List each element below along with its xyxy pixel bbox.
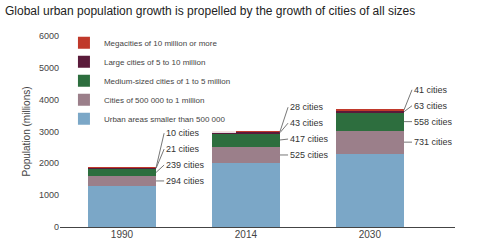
- svg-text:43 cities: 43 cities: [290, 118, 324, 128]
- svg-text:3000: 3000: [39, 127, 59, 137]
- svg-text:4000: 4000: [39, 95, 59, 105]
- svg-text:1990: 1990: [111, 229, 134, 240]
- svg-text:2000: 2000: [39, 158, 59, 168]
- svg-text:Megacities of 10 million or mo: Megacities of 10 million or more: [104, 39, 217, 48]
- svg-text:5000: 5000: [39, 63, 59, 73]
- svg-text:1000: 1000: [39, 190, 59, 200]
- svg-text:294 cities: 294 cities: [166, 176, 205, 186]
- svg-text:10 cities: 10 cities: [166, 128, 200, 138]
- svg-text:Urban areas smaller than 500 0: Urban areas smaller than 500 000: [104, 115, 226, 124]
- svg-text:Medium-sized cities of 1 to 5: Medium-sized cities of 1 to 5 million: [104, 77, 230, 86]
- svg-text:41 cities: 41 cities: [414, 85, 448, 95]
- svg-text:239 cities: 239 cities: [166, 160, 205, 170]
- svg-text:Large cities of 5 to 10 millio: Large cities of 5 to 10 million: [104, 58, 205, 67]
- svg-text:6000: 6000: [39, 31, 59, 41]
- svg-text:2014: 2014: [235, 229, 258, 240]
- svg-text:63 cities: 63 cities: [414, 101, 448, 111]
- svg-text:Cities of 500 000 to 1 million: Cities of 500 000 to 1 million: [104, 96, 205, 105]
- svg-text:2030: 2030: [359, 229, 382, 240]
- svg-text:Global urban population growth: Global urban population growth is propel…: [5, 4, 415, 18]
- svg-text:558 cities: 558 cities: [414, 117, 453, 127]
- svg-text:28 cities: 28 cities: [290, 102, 324, 112]
- svg-text:21 cities: 21 cities: [166, 144, 200, 154]
- svg-text:Population (millions): Population (millions): [21, 86, 32, 176]
- svg-text:525 cities: 525 cities: [290, 150, 329, 160]
- svg-text:0: 0: [54, 222, 59, 232]
- svg-text:731 cities: 731 cities: [414, 137, 453, 147]
- svg-text:417 cities: 417 cities: [290, 134, 329, 144]
